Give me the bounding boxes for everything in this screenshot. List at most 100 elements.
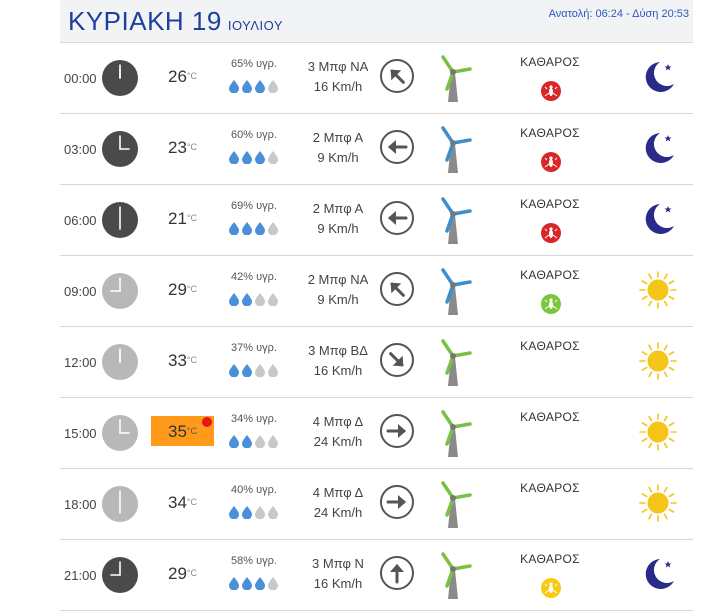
day-header: ΚΥΡΙΑΚΗ 19 ΙΟΥΛΙΟΥ Ανατολή: 06:24 - Δύση …: [60, 0, 693, 43]
temperature-value: 34°C: [168, 493, 197, 513]
forecast-row: 06:00 21°C 69% υγρ. 2 Μπφ Α 9 Km/h ΚΑΘΑΡΟΣ: [60, 185, 693, 256]
sky-condition: ΚΑΘΑΡΟΣ: [520, 410, 580, 424]
wind-turbine-icon: [434, 410, 474, 463]
temperature-unit: °C: [186, 284, 198, 294]
forecast-time: 06:00: [64, 213, 97, 228]
wind-info: 2 Μπφ ΝΑ 9 Km/h: [296, 270, 380, 310]
month-label: ΙΟΥΛΙΟΥ: [227, 18, 284, 33]
wind-turbine-icon: [434, 268, 474, 321]
wind-force: 3 Μπφ ΒΔ: [308, 343, 368, 358]
forecast-time: 03:00: [64, 142, 97, 157]
sun-icon: [638, 484, 678, 527]
mosquito-icon: [541, 152, 561, 172]
clock-icon: [102, 131, 138, 167]
wind-force: 3 Μπφ ΝΑ: [307, 59, 369, 74]
wind-force: 2 Μπφ ΝΑ: [307, 272, 369, 287]
wind-turbine-icon: [434, 126, 474, 179]
forecast-time: 15:00: [64, 426, 97, 441]
wind-speed: 9 Km/h: [317, 292, 359, 307]
humidity-drops-icon: [229, 434, 281, 448]
temperature-cell: 26°C: [151, 61, 214, 91]
wind-info: 2 Μπφ Α 9 Km/h: [296, 199, 380, 239]
wind-direction-arrow-icon: [380, 272, 414, 306]
forecast-row: 03:00 23°C 60% υγρ. 2 Μπφ Α 9 Km/h ΚΑΘΑΡΟΣ: [60, 114, 693, 185]
sky-condition: ΚΑΘΑΡΟΣ: [520, 268, 580, 282]
forecast-row: 12:00 33°C 37% υγρ. 3 Μπφ ΒΔ 16 Km/h ΚΑΘΑΡΟ…: [60, 327, 693, 398]
clock-icon: [102, 557, 138, 593]
sky-condition: ΚΑΘΑΡΟΣ: [520, 55, 580, 69]
sunrise-sunset: Ανατολή: 06:24 - Δύση 20:53: [548, 8, 689, 20]
humidity-text: 40% υγρ.: [231, 484, 277, 496]
humidity-text: 65% υγρ.: [231, 58, 277, 70]
wind-direction-arrow-icon: [380, 556, 414, 590]
temperature-cell: 35°C: [151, 416, 214, 446]
temperature-cell: 29°C: [151, 274, 214, 304]
temperature-cell: 23°C: [151, 132, 214, 162]
wind-info: 4 Μπφ Δ 24 Km/h: [296, 412, 380, 452]
humidity-text: 69% υγρ.: [231, 200, 277, 212]
temperature-number: 34: [168, 493, 187, 512]
humidity-drops-icon: [229, 221, 281, 235]
temperature-unit: °C: [186, 355, 198, 365]
humidity-drops-icon: [229, 576, 281, 590]
temperature-value: 26°C: [168, 67, 197, 87]
wind-info: 2 Μπφ Α 9 Km/h: [296, 128, 380, 168]
wind-info: 3 Μπφ ΒΔ 16 Km/h: [296, 341, 380, 381]
forecast-row: 21:00 29°C 58% υγρ. 3 Μπφ Ν 16 Km/h ΚΑΘΑΡΟΣ: [60, 540, 693, 611]
temperature-value: 21°C: [168, 209, 197, 229]
humidity-drops-icon: [229, 79, 281, 93]
temperature-number: 21: [168, 209, 187, 228]
humidity-drops-icon: [229, 150, 281, 164]
humidity-drops-icon: [229, 505, 281, 519]
forecast-row: 18:00 34°C 40% υγρ. 4 Μπφ Δ 24 Km/h ΚΑΘΑΡΟΣ: [60, 469, 693, 540]
temperature-value: 23°C: [168, 138, 197, 158]
temperature-cell: 33°C: [151, 345, 214, 375]
temperature-unit: °C: [186, 71, 198, 81]
temperature-number: 29: [168, 280, 187, 299]
wind-info: 3 Μπφ ΝΑ 16 Km/h: [296, 57, 380, 97]
humidity-text: 42% υγρ.: [231, 271, 277, 283]
forecast-time: 12:00: [64, 355, 97, 370]
forecast-row: 15:00 35°C 34% υγρ. 4 Μπφ Δ 24 Km/h ΚΑΘΑΡΟΣ: [60, 398, 693, 469]
humidity-drops-icon: [229, 292, 281, 306]
temperature-number: 33: [168, 351, 187, 370]
wind-direction-arrow-icon: [380, 343, 414, 377]
mosquito-icon: [541, 223, 561, 243]
wind-speed: 16 Km/h: [313, 363, 363, 378]
wind-direction-arrow-icon: [380, 414, 414, 448]
temperature-number: 35: [168, 422, 187, 441]
temperature-value: 29°C: [168, 280, 197, 300]
sky-condition: ΚΑΘΑΡΟΣ: [520, 481, 580, 495]
clock-icon: [102, 415, 138, 451]
wind-speed: 24 Km/h: [313, 434, 363, 449]
temperature-value: 29°C: [168, 564, 197, 584]
temperature-number: 29: [168, 564, 187, 583]
clock-icon: [102, 273, 138, 309]
sky-condition: ΚΑΘΑΡΟΣ: [520, 339, 580, 353]
wind-force: 4 Μπφ Δ: [312, 485, 364, 500]
humidity-text: 34% υγρ.: [231, 413, 277, 425]
wind-turbine-icon: [434, 552, 474, 605]
temperature-unit: °C: [186, 213, 198, 223]
wind-force: 2 Μπφ Α: [312, 130, 364, 145]
mosquito-icon: [541, 294, 561, 314]
moon-icon: [638, 58, 678, 101]
temperature-unit: °C: [186, 142, 198, 152]
forecast-row: 09:00 29°C 42% υγρ. 2 Μπφ ΝΑ 9 Km/h ΚΑΘΑΡΟΣ: [60, 256, 693, 327]
sky-condition: ΚΑΘΑΡΟΣ: [520, 126, 580, 140]
wind-info: 3 Μπφ Ν 16 Km/h: [296, 554, 380, 594]
mosquito-icon: [541, 578, 561, 598]
clock-icon: [102, 60, 138, 96]
day-title: ΚΥΡΙΑΚΗ 19 ΙΟΥΛΙΟΥ: [68, 6, 283, 37]
humidity-text: 60% υγρ.: [231, 129, 277, 141]
temperature-cell: 34°C: [151, 487, 214, 517]
wind-info: 4 Μπφ Δ 24 Km/h: [296, 483, 380, 523]
wind-turbine-icon: [434, 339, 474, 392]
wind-force: 3 Μπφ Ν: [312, 556, 364, 571]
temperature-value: 33°C: [168, 351, 197, 371]
wind-force: 4 Μπφ Δ: [312, 414, 364, 429]
moon-icon: [638, 200, 678, 243]
sky-condition: ΚΑΘΑΡΟΣ: [520, 552, 580, 566]
clock-icon: [102, 486, 138, 522]
wind-force: 2 Μπφ Α: [312, 201, 364, 216]
